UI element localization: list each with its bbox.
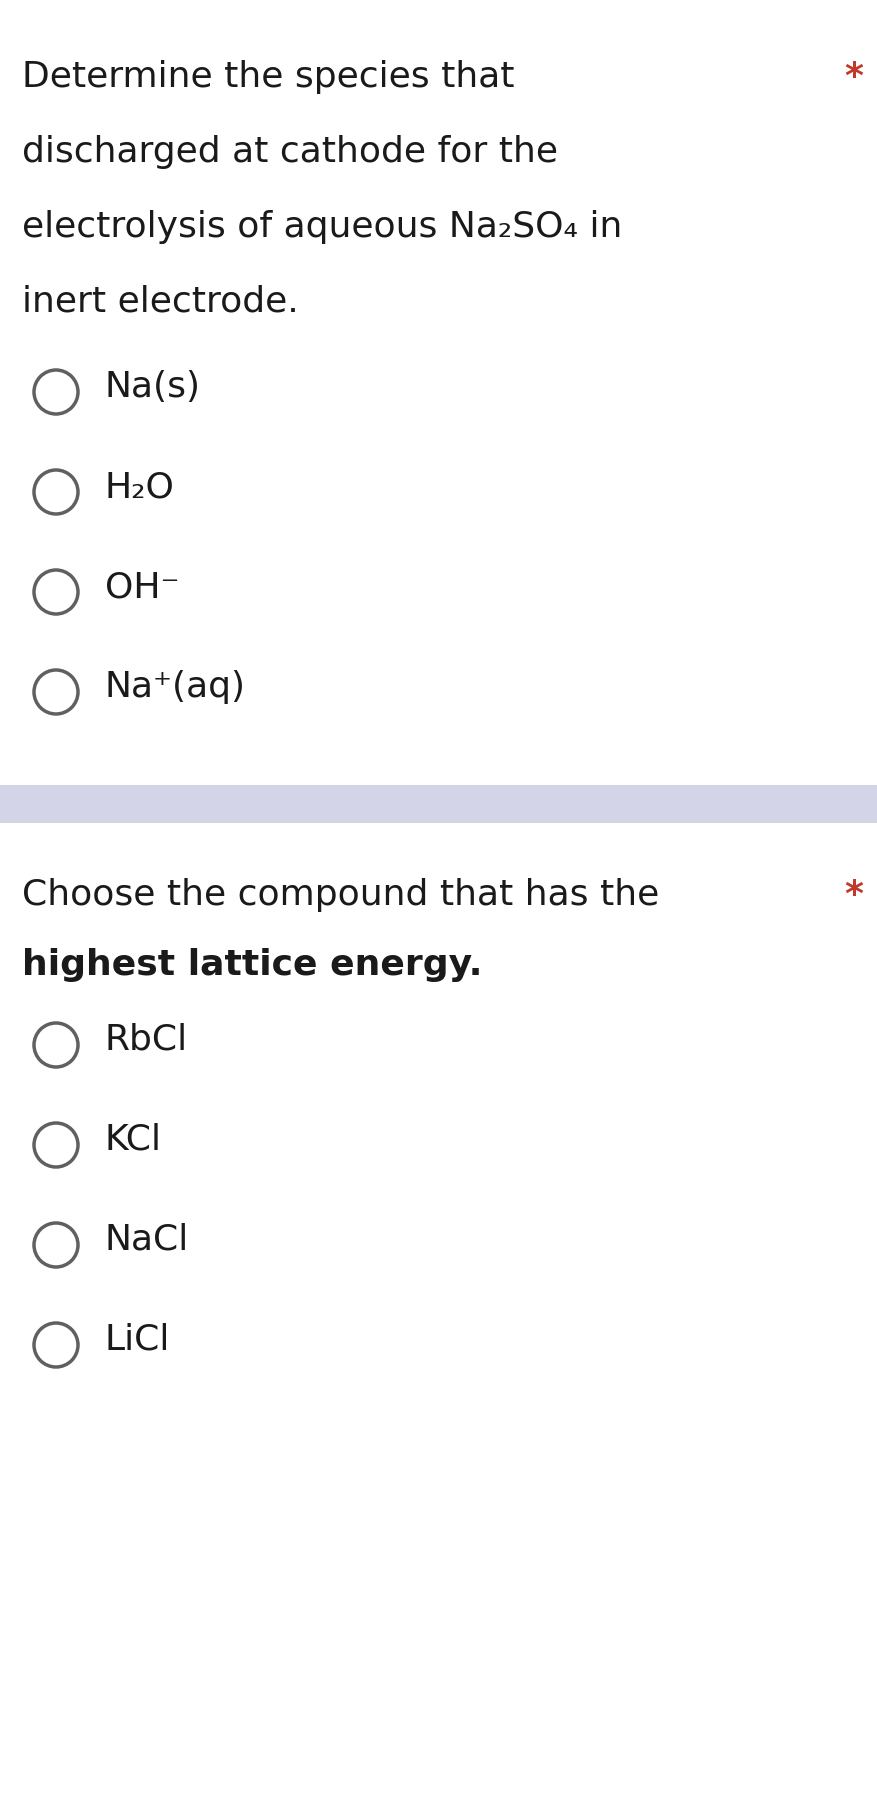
Text: H₂O: H₂O <box>105 471 175 503</box>
Text: *: * <box>843 60 862 94</box>
Text: NaCl: NaCl <box>105 1223 189 1257</box>
Text: *: * <box>843 879 862 913</box>
Bar <box>0 785 877 823</box>
Text: Na(s): Na(s) <box>105 370 201 404</box>
Text: OH⁻: OH⁻ <box>105 570 179 604</box>
Text: discharged at cathode for the: discharged at cathode for the <box>22 135 558 170</box>
Text: electrolysis of aqueous Na₂SO₄ in: electrolysis of aqueous Na₂SO₄ in <box>22 209 622 244</box>
Text: Na⁺(aq): Na⁺(aq) <box>105 669 246 704</box>
Text: RbCl: RbCl <box>105 1023 188 1057</box>
Text: Choose the compound that has the: Choose the compound that has the <box>22 879 659 913</box>
Text: highest lattice energy.: highest lattice energy. <box>22 947 481 981</box>
Text: inert electrode.: inert electrode. <box>22 285 298 319</box>
Text: Determine the species that: Determine the species that <box>22 60 514 94</box>
Text: LiCl: LiCl <box>105 1322 170 1357</box>
Text: KCl: KCl <box>105 1124 162 1156</box>
